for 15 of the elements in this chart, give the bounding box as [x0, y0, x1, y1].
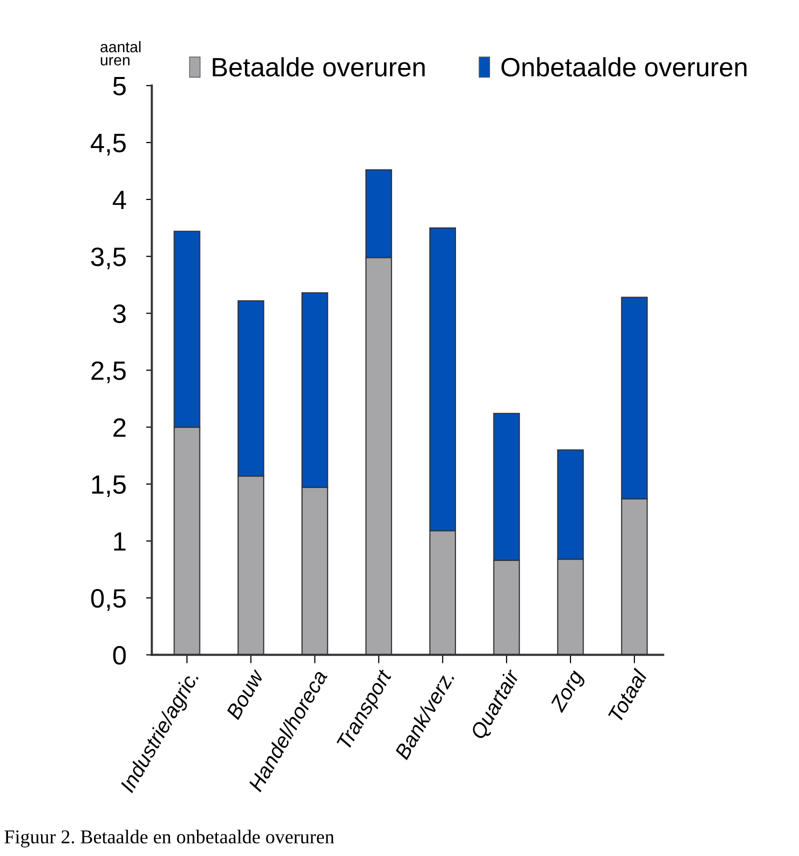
y-tick-label: 2: [113, 418, 126, 437]
y-tick-label: 4,5: [90, 134, 126, 156]
y-tick-label: 4: [112, 190, 126, 210]
text: Figuur 2. Betaalde en onbetaalde overuren: [4, 830, 334, 848]
y-tick-label: 0: [113, 646, 126, 665]
y-tick-label: 5: [113, 77, 126, 96]
y-tick-label: 3: [113, 304, 126, 324]
y-tick-label: 3,5: [91, 248, 126, 270]
legend-label: Onbetaalde overuren: [501, 57, 746, 77]
y-tick-label: 2,5: [91, 361, 126, 384]
y-tick-label: 1,5: [92, 475, 126, 498]
y-axis-title: aantal uren: [100, 41, 140, 66]
y-tick-label: 0,5: [91, 589, 126, 611]
y-tick-label: 1: [114, 532, 126, 551]
legend-label: Betaalde overuren: [212, 57, 425, 77]
